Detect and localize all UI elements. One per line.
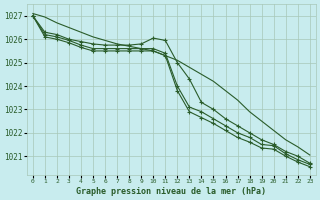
X-axis label: Graphe pression niveau de la mer (hPa): Graphe pression niveau de la mer (hPa) [76,187,266,196]
